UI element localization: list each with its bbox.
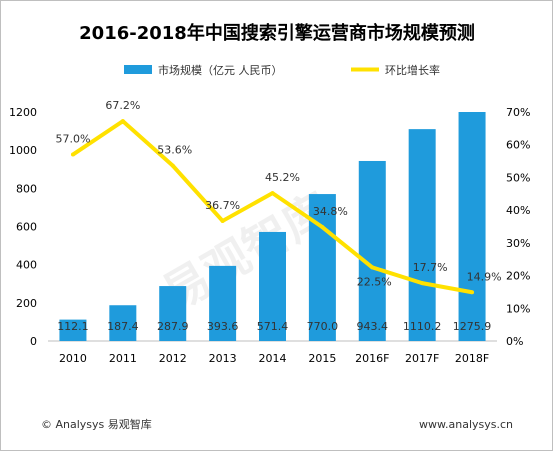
bar	[59, 319, 87, 341]
growth-point	[370, 265, 375, 270]
left-tick-label: 600	[16, 221, 37, 234]
left-tick-label: 800	[16, 182, 37, 195]
bar	[159, 286, 187, 341]
growth-value-label: 22.5%	[357, 275, 392, 288]
right-tick-label: 70%	[506, 106, 530, 119]
growth-value-label: 34.8%	[313, 205, 348, 218]
right-tick-label: 60%	[506, 139, 530, 152]
left-tick-label: 1000	[9, 144, 37, 157]
bar-value-label: 393.6	[207, 320, 239, 333]
bar	[308, 194, 336, 341]
right-tick-label: 30%	[506, 237, 530, 250]
bar-value-label: 112.1	[57, 320, 89, 333]
bar-value-label: 571.4	[257, 320, 289, 333]
left-axis: 0 200 400 600 800 1000 1200	[9, 106, 37, 348]
growth-point	[420, 281, 425, 286]
right-axis: 0% 10% 20% 30% 40% 50% 60% 70%	[506, 106, 530, 348]
growth-point	[220, 218, 225, 223]
left-tick-label: 0	[30, 335, 37, 348]
bar	[458, 112, 486, 341]
x-tick-label: 2017F	[405, 352, 439, 365]
left-tick-label: 1200	[9, 106, 37, 119]
right-tick-label: 50%	[506, 171, 530, 184]
right-tick-label: 20%	[506, 270, 530, 283]
bar-value-label: 1110.2	[403, 320, 442, 333]
growth-point	[320, 225, 325, 230]
bar-value-label: 1275.9	[453, 320, 492, 333]
bar	[358, 160, 386, 341]
left-tick-label: 400	[16, 259, 37, 272]
bar-labels: 112.1 187.4 287.9 393.6 571.4 770.0 943.4 1110.…	[57, 320, 491, 333]
right-tick-label: 10%	[506, 302, 530, 315]
legend: 市场规模（亿元 人民币） 环比增长率	[124, 63, 440, 77]
bar	[408, 129, 436, 341]
growth-point	[70, 152, 75, 157]
legend-line-label: 环比增长率	[385, 63, 440, 77]
growth-value-label: 45.2%	[265, 171, 300, 184]
growth-value-label: 57.0%	[55, 133, 90, 146]
growth-value-label: 17.7%	[413, 261, 448, 274]
x-tick-label: 2016F	[355, 352, 389, 365]
x-tick-label: 2015	[308, 352, 336, 365]
growth-value-label: 36.7%	[205, 199, 240, 212]
bar-series	[59, 112, 486, 341]
footer-source: © Analysys 易观智库	[41, 417, 152, 431]
growth-value-label: 53.6%	[157, 144, 192, 157]
growth-value-label: 14.9%	[467, 270, 502, 283]
growth-point	[120, 119, 125, 124]
bar	[259, 231, 286, 341]
x-tick-label: 2013	[209, 352, 237, 365]
bar-value-label: 187.4	[107, 320, 139, 333]
bar	[109, 305, 137, 341]
right-tick-label: 0%	[506, 335, 523, 348]
x-axis: 2010 2011 2012 2013 2014 2015 2016F 2017F 2018F	[59, 352, 489, 365]
bar-value-label: 287.9	[157, 320, 189, 333]
x-tick-label: 2018F	[455, 352, 489, 365]
legend-bar-swatch	[124, 65, 152, 74]
chart-title: 2016-2018年中国搜索引擎运营商市场规模预测	[79, 22, 475, 44]
x-tick-label: 2011	[109, 352, 137, 365]
left-tick-label: 200	[16, 297, 37, 310]
x-tick-label: 2010	[59, 352, 87, 365]
growth-value-label: 67.2%	[105, 99, 140, 112]
footer-url: www.analysys.cn	[419, 418, 513, 431]
right-tick-label: 40%	[506, 204, 530, 217]
growth-point	[270, 191, 275, 196]
bar-value-label: 770.0	[307, 320, 339, 333]
x-tick-label: 2014	[259, 352, 287, 365]
bar-value-label: 943.4	[357, 320, 389, 333]
line-labels: 57.0% 67.2% 53.6% 36.7% 45.2% 34.8% 22.5% 17.7%…	[55, 99, 501, 288]
growth-point	[470, 290, 475, 295]
x-tick-label: 2012	[159, 352, 187, 365]
bar	[209, 265, 237, 341]
legend-bar-label: 市场规模（亿元 人民币）	[158, 63, 283, 77]
line-series	[70, 119, 475, 295]
growth-point	[170, 163, 175, 168]
